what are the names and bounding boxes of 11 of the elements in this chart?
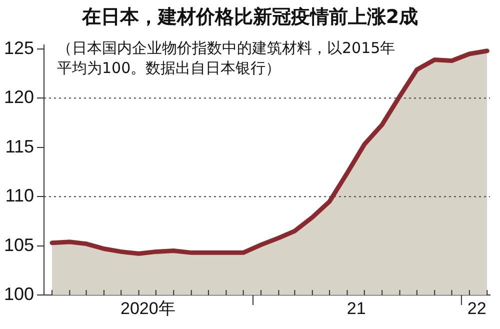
x-tick-label: 2020年 — [120, 298, 176, 318]
y-tick-label: 105 — [4, 234, 34, 255]
y-tick-label: 125 — [4, 38, 34, 58]
chart-subtitle: （日本国内企业物价指数中的建筑材料，以2015年平均为100。数据出自日本银行） — [57, 38, 396, 78]
x-tick-label: 22 — [467, 298, 486, 318]
x-tick-label: 21 — [346, 298, 366, 318]
y-tick-label: 110 — [5, 186, 34, 206]
y-tick-label: 115 — [5, 136, 34, 156]
y-tick-label: 120 — [4, 87, 34, 108]
chart-title: 在日本，建材价格比新冠疫情前上涨2成 — [80, 5, 420, 30]
y-tick-label: 100 — [4, 284, 34, 304]
